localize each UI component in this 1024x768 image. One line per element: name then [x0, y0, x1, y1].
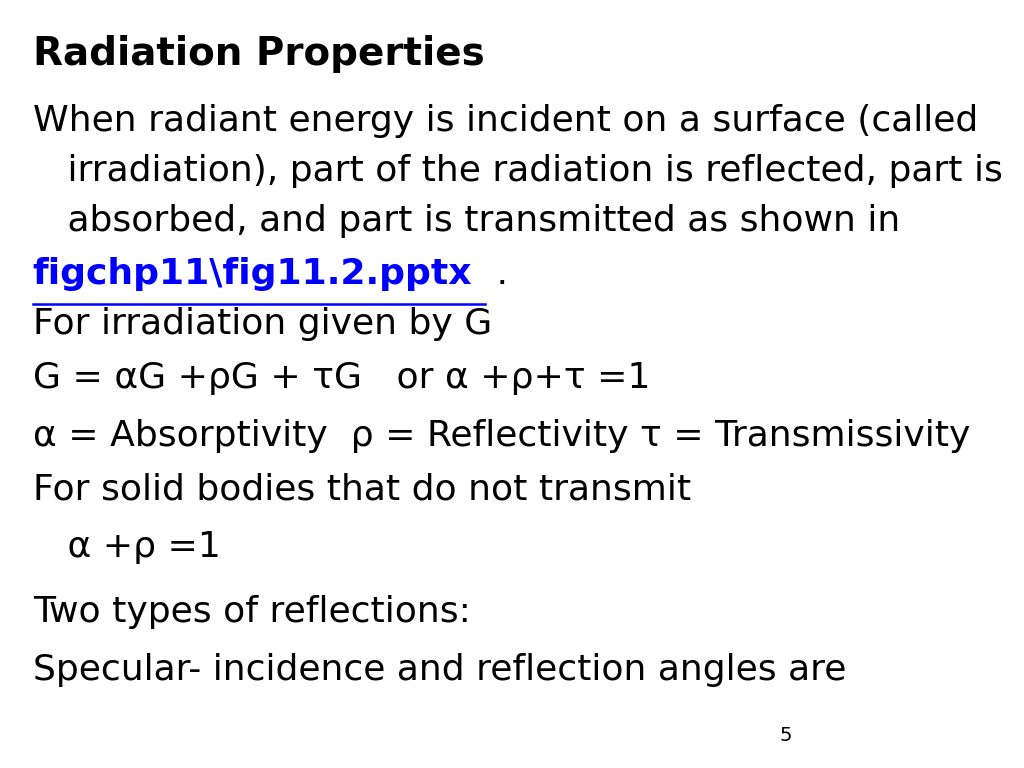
Text: figchp11\fig11.2.pptx: figchp11\fig11.2.pptx	[33, 257, 472, 291]
Text: 5: 5	[779, 726, 792, 745]
Text: α = Absorptivity  ρ = Reflectivity τ = Transmissivity: α = Absorptivity ρ = Reflectivity τ = Tr…	[33, 419, 970, 452]
Text: Radiation Properties: Radiation Properties	[33, 35, 484, 72]
Text: absorbed, and part is transmitted as shown in: absorbed, and part is transmitted as sho…	[33, 204, 900, 237]
Text: G = αG +ρG + τG   or α +ρ+τ =1: G = αG +ρG + τG or α +ρ+τ =1	[33, 361, 650, 395]
Text: For irradiation given by G: For irradiation given by G	[33, 307, 492, 341]
Text: Two types of reflections:: Two types of reflections:	[33, 595, 470, 629]
Text: irradiation), part of the radiation is reflected, part is: irradiation), part of the radiation is r…	[33, 154, 1002, 187]
Text: α +ρ =1: α +ρ =1	[33, 530, 220, 564]
Text: For solid bodies that do not transmit: For solid bodies that do not transmit	[33, 472, 691, 506]
Text: When radiant energy is incident on a surface (called: When radiant energy is incident on a sur…	[33, 104, 978, 137]
Text: .: .	[484, 257, 508, 291]
Text: Specular- incidence and reflection angles are: Specular- incidence and reflection angle…	[33, 653, 846, 687]
